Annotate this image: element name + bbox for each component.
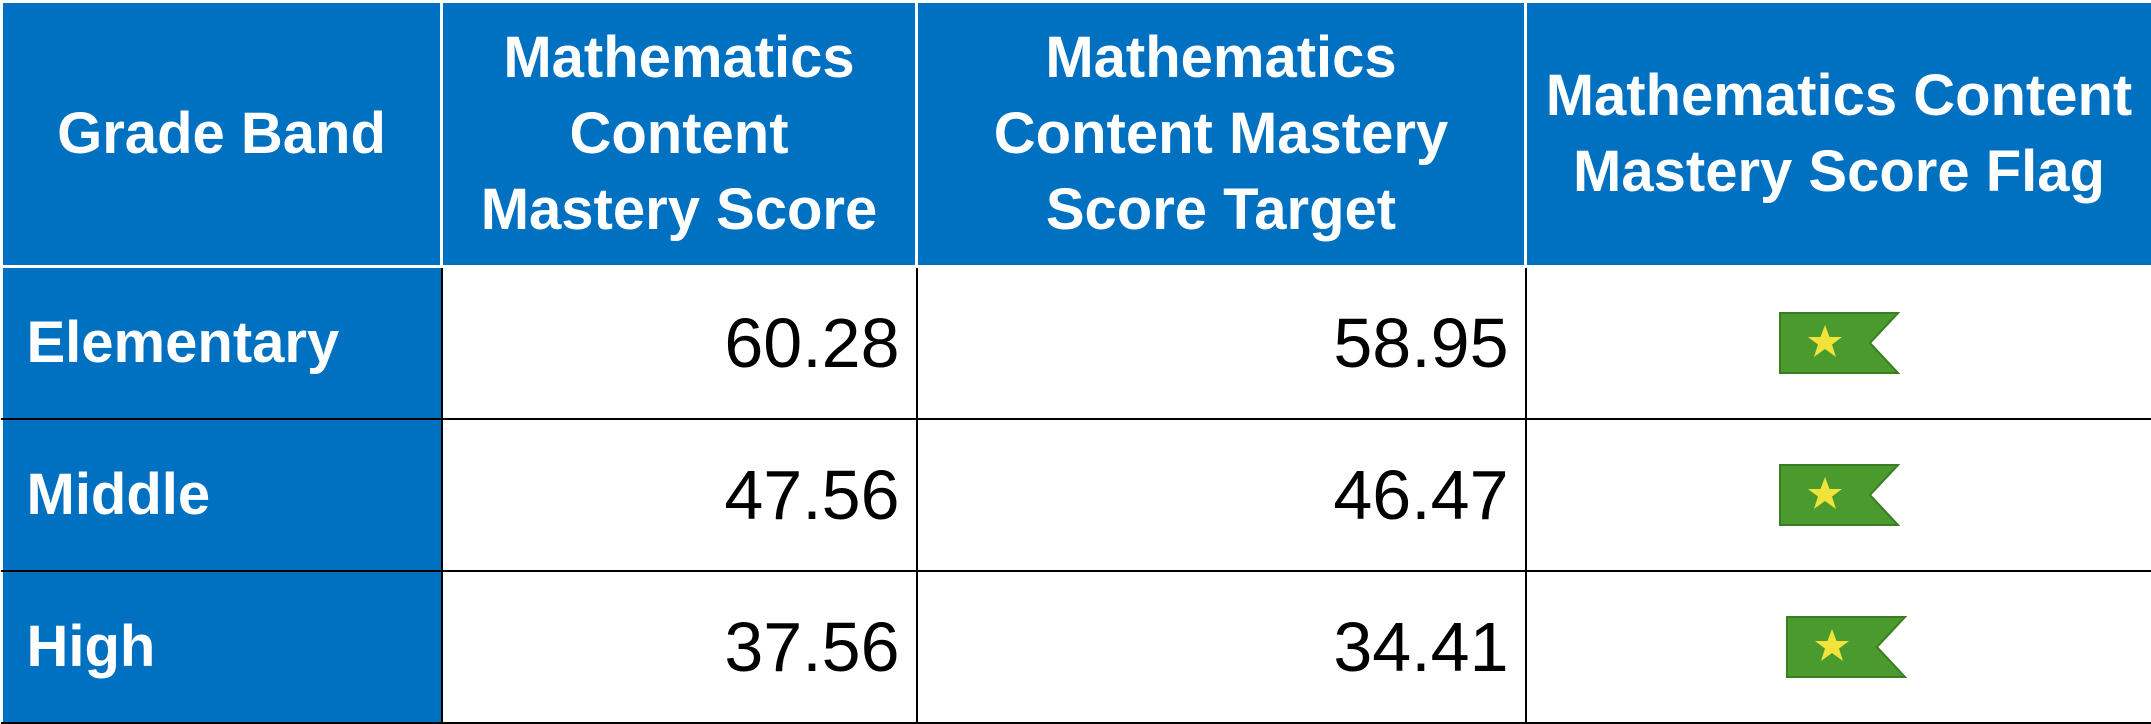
flag-shape — [1779, 463, 1901, 526]
grade-band-cell: Middle — [0, 417, 443, 572]
flag-star — [1815, 628, 1849, 661]
grade-band-cell: Elementary — [0, 265, 443, 420]
flag-cell — [1524, 417, 2151, 572]
table-row: Elementary 60.28 58.95 — [0, 265, 2151, 420]
flag-icon — [1779, 311, 1901, 374]
flag-cell — [1524, 265, 2151, 420]
flag-icon — [1779, 463, 1901, 526]
header-row: Grade Band Mathematics Content Mastery S… — [0, 0, 2151, 268]
flag-icon — [1786, 615, 1908, 678]
grade-band-cell: High — [0, 569, 443, 724]
score-cell: 60.28 — [440, 265, 918, 420]
header-cell: Grade Band — [0, 0, 443, 268]
table-row: High 37.56 34.41 — [0, 569, 2151, 724]
flag-star — [1808, 476, 1842, 509]
flag-shape — [1786, 615, 1908, 678]
score-cell: 37.56 — [440, 569, 918, 724]
table-header: Grade Band Mathematics Content Mastery S… — [0, 0, 2151, 268]
header-cell: Mathematics Content Mastery Score Target — [915, 0, 1527, 268]
target-cell: 46.47 — [915, 417, 1527, 572]
score-cell: 47.56 — [440, 417, 918, 572]
table-body: Elementary 60.28 58.95 Middle 47.56 46.47 High… — [0, 265, 2151, 724]
flag-shape — [1779, 311, 1901, 374]
flag-star — [1808, 324, 1842, 357]
header-cell: Mathematics Content Mastery Score Flag — [1524, 0, 2151, 268]
table-row: Middle 47.56 46.47 — [0, 417, 2151, 572]
header-cell: Mathematics Content Mastery Score — [440, 0, 918, 268]
flag-cell — [1524, 569, 2151, 724]
target-cell: 58.95 — [915, 265, 1527, 420]
target-cell: 34.41 — [915, 569, 1527, 724]
